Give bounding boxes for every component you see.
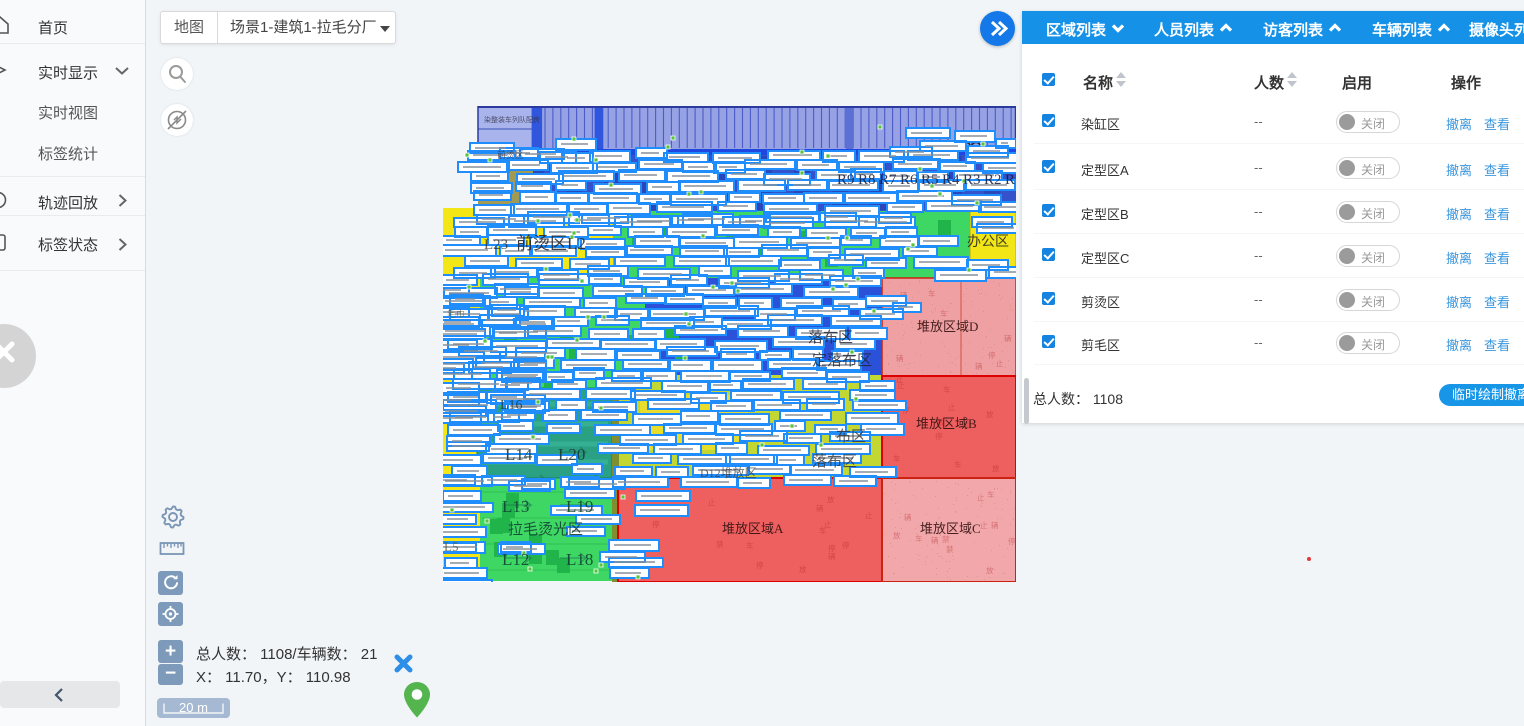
svg-text:止: 止 — [865, 510, 873, 520]
svg-text:前烫区: 前烫区 — [497, 149, 524, 160]
svg-text:车: 车 — [746, 540, 754, 550]
svg-text:止: 止 — [977, 492, 985, 502]
svg-text:R1: R1 — [1005, 172, 1016, 188]
svg-text:辆: 辆 — [991, 520, 999, 530]
svg-text:车: 车 — [915, 533, 923, 543]
svg-text:禁: 禁 — [716, 540, 724, 549]
svg-text:定落布区: 定落布区 — [812, 352, 872, 369]
svg-text:堆放区域A: 堆放区域A — [722, 521, 784, 536]
svg-text:停: 停 — [828, 543, 836, 553]
svg-text:车: 车 — [987, 489, 995, 499]
svg-text:辆: 辆 — [816, 503, 824, 513]
svg-text:R5: R5 — [921, 172, 939, 188]
svg-text:办公区: 办公区 — [967, 234, 1009, 250]
svg-text:止: 止 — [996, 358, 1004, 368]
svg-text:R2: R2 — [984, 172, 1002, 188]
svg-text:拉毛烫光区: 拉毛烫光区 — [508, 521, 583, 538]
svg-text:L5: L5 — [444, 539, 458, 554]
svg-text:R6: R6 — [900, 172, 918, 188]
svg-text:车: 车 — [893, 453, 901, 463]
svg-text:止: 止 — [980, 520, 988, 530]
svg-text:R9: R9 — [837, 172, 855, 188]
svg-text:车: 车 — [918, 318, 926, 328]
svg-text:禁: 禁 — [946, 545, 954, 554]
svg-text:堆放区域D: 堆放区域D — [917, 319, 978, 334]
svg-text:R7: R7 — [879, 172, 897, 188]
svg-text:止: 止 — [708, 497, 716, 507]
svg-text:车: 车 — [954, 459, 962, 469]
svg-text:落布区: 落布区 — [808, 329, 853, 346]
svg-text:L23: L23 — [484, 237, 508, 253]
svg-text:放: 放 — [937, 417, 945, 427]
svg-text:辆: 辆 — [904, 512, 912, 522]
svg-text:放: 放 — [986, 565, 994, 575]
svg-text:L14: L14 — [505, 445, 533, 464]
svg-text:落布区: 落布区 — [812, 453, 857, 470]
svg-text:放: 放 — [799, 564, 807, 574]
svg-text:染整装车列队配房: 染整装车列队配房 — [484, 115, 540, 124]
svg-text:毛巾: 毛巾 — [447, 308, 465, 319]
svg-text:放: 放 — [992, 463, 1000, 473]
svg-text:L13: L13 — [502, 497, 529, 516]
svg-text:止: 止 — [824, 519, 832, 529]
svg-text:停: 停 — [756, 560, 764, 570]
svg-text:停: 停 — [935, 431, 943, 441]
svg-text:止: 止 — [897, 380, 905, 390]
svg-text:辆: 辆 — [828, 551, 836, 561]
svg-text:辆: 辆 — [1004, 333, 1012, 343]
svg-text:L16: L16 — [500, 398, 523, 413]
svg-text:R3: R3 — [963, 172, 981, 188]
svg-text:放: 放 — [893, 530, 901, 540]
svg-text:辆: 辆 — [931, 535, 939, 545]
svg-text:前烫区L2: 前烫区L2 — [516, 234, 586, 253]
svg-text:止: 止 — [948, 402, 956, 412]
svg-text:禁: 禁 — [942, 535, 950, 544]
svg-text:放: 放 — [986, 409, 994, 419]
svg-text:车: 车 — [943, 384, 951, 394]
svg-text:车: 车 — [928, 288, 936, 298]
svg-text:L19: L19 — [566, 497, 593, 516]
svg-text:停: 停 — [988, 350, 996, 360]
svg-text:R4: R4 — [942, 172, 960, 188]
svg-text:L12: L12 — [502, 550, 529, 569]
svg-text:L18: L18 — [566, 550, 593, 569]
svg-text:D12堆放区: D12堆放区 — [700, 465, 757, 480]
svg-text:L20: L20 — [558, 445, 585, 464]
svg-text:堆放区域B: 堆放区域B — [916, 416, 977, 431]
svg-text:放: 放 — [827, 494, 835, 504]
svg-text:车: 车 — [940, 308, 948, 318]
svg-text:止: 止 — [896, 374, 904, 384]
svg-text:车: 车 — [819, 525, 827, 535]
svg-text:辆: 辆 — [896, 353, 904, 363]
svg-text:停: 停 — [1008, 536, 1016, 546]
svg-text:停: 停 — [842, 540, 850, 550]
svg-text:禁: 禁 — [962, 418, 970, 427]
svg-text:停: 停 — [652, 519, 660, 529]
svg-text:R8: R8 — [858, 172, 876, 188]
svg-text:堆放区域C: 堆放区域C — [920, 521, 981, 536]
svg-text:布区: 布区 — [836, 428, 866, 445]
svg-text:辆: 辆 — [975, 361, 983, 371]
